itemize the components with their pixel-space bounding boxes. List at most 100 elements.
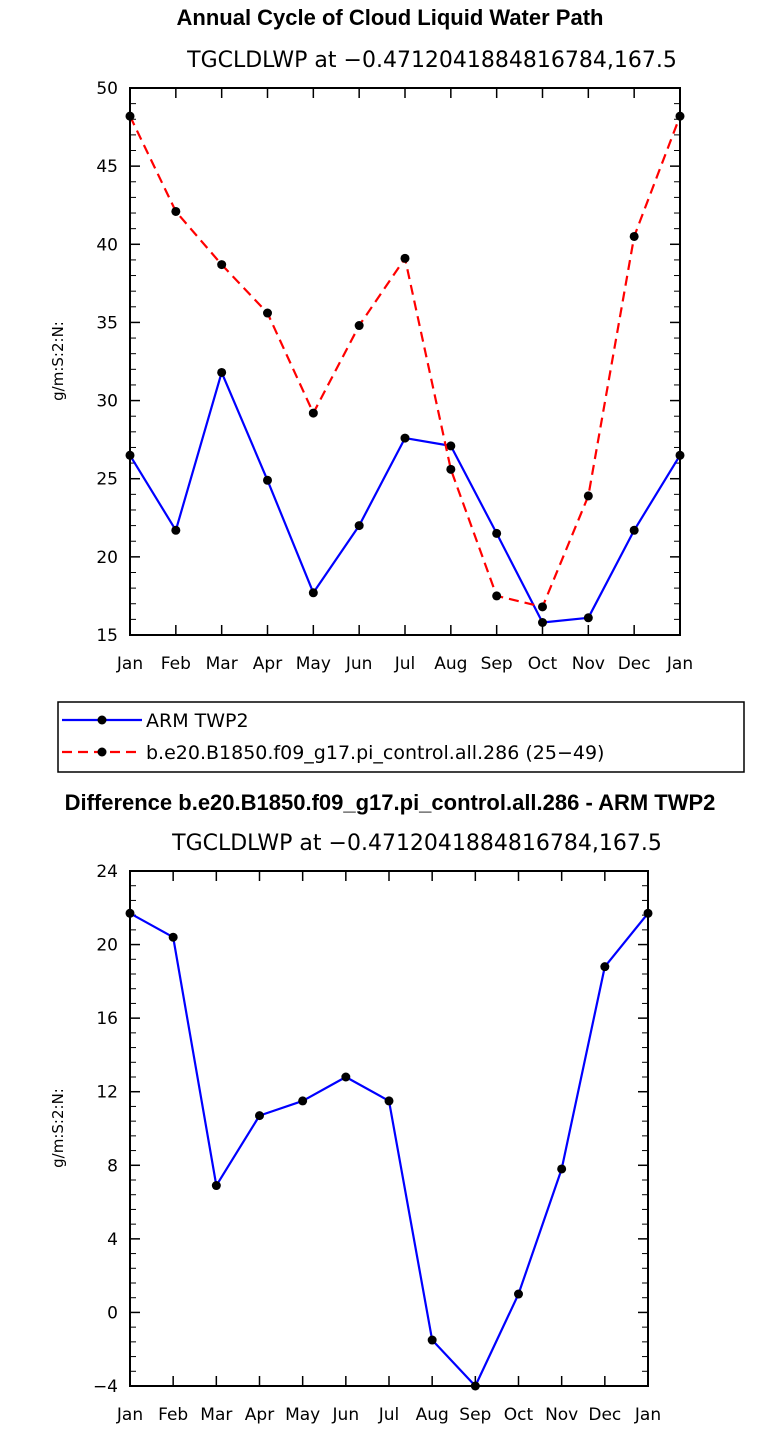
chart2-ytick-label: 24 <box>96 862 118 882</box>
chart2-series-0-point <box>211 1181 221 1191</box>
chart2-xtick-label: Apr <box>245 1405 274 1425</box>
chart1-series-0-point <box>308 588 318 598</box>
chart2-xtick-label: Feb <box>158 1405 188 1425</box>
chart2-series-line-0 <box>129 912 649 1388</box>
chart1-legend: ARM TWP2 b.e20.B1850.f09_g17.pi_control.… <box>57 701 745 773</box>
chart2-subtitle: TGCLDLWP at −0.4712041884816784,167.5 <box>171 831 662 856</box>
chart1-ytick-label: 20 <box>96 548 118 568</box>
chart2-title: Difference b.e20.B1850.f09_g17.pi_contro… <box>65 790 716 815</box>
legend-box <box>57 701 745 773</box>
chart2-xtick-label: Sep <box>459 1405 491 1425</box>
chart1-xtick-label: Jan <box>116 654 143 674</box>
chart1-subtitle: TGCLDLWP at −0.4712041884816784,167.5 <box>186 48 677 73</box>
chart1-series-line-0 <box>129 371 681 624</box>
chart1-ticks: Jan Feb Mar Apr May Jun Jul Aug Sep Oct Nov Dec Jan 1… <box>96 79 693 674</box>
chart1-series-1-point <box>354 321 364 331</box>
chart1-series-0-point <box>538 617 547 627</box>
chart2-series-0-point <box>125 908 135 918</box>
legend-marker-arm <box>97 715 107 725</box>
chart1-xtick-label: Nov <box>572 654 605 674</box>
chart2-series-0-point <box>557 1164 567 1174</box>
legend-entry-model: b.e20.B1850.f09_g17.pi_control.all.286 (… <box>62 742 604 764</box>
chart2-ticks: Jan Feb Mar Apr May Jun Jul Aug Sep Oct Nov Dec Jan −… <box>93 862 661 1425</box>
legend-label-model: b.e20.B1850.f09_g17.pi_control.all.286 (… <box>146 742 604 764</box>
chart2-series-0-point <box>427 1335 437 1345</box>
chart1-series <box>125 111 685 627</box>
chart1-series-1-point <box>171 206 181 216</box>
chart2-series-0-point <box>298 1096 308 1106</box>
chart1-xtick-label: Mar <box>206 654 238 674</box>
chart1-ytick-label: 30 <box>96 392 118 412</box>
chart1-ytick-label: 35 <box>96 313 118 333</box>
chart2-xtick-label: Jan <box>116 1405 143 1425</box>
chart2-series-0-point <box>168 932 178 942</box>
chart1-ytick-label: 40 <box>96 235 118 255</box>
chart2-series-0-point <box>600 962 610 972</box>
chart1-ytick-label: 45 <box>96 157 118 177</box>
chart2-xtick-label: Jun <box>332 1405 360 1425</box>
chart1-series-0-point <box>446 441 456 451</box>
chart1-series-1-point <box>308 408 318 418</box>
chart2-series <box>125 908 653 1391</box>
chart2-ytick-label: 16 <box>96 1009 118 1029</box>
chart2-ylabel: g/m:S:2:N: <box>49 1088 67 1168</box>
chart1-series-1-point <box>492 591 502 601</box>
chart2-xtick-label: Jul <box>378 1405 400 1425</box>
chart2-ytick-label: 0 <box>107 1303 118 1323</box>
chart1-series-1-point <box>583 491 593 501</box>
chart1-xtick-label: Apr <box>253 654 282 674</box>
chart1-ytick-label: 50 <box>96 79 118 99</box>
chart2-series-0-point <box>470 1381 480 1391</box>
chart2-xtick-label: Aug <box>416 1405 449 1425</box>
chart1-series-1-point <box>217 260 227 270</box>
chart1-xtick-label: Jul <box>394 654 416 674</box>
chart1-series-0-point <box>263 475 272 485</box>
chart1-title: Annual Cycle of Cloud Liquid Water Path <box>177 5 604 30</box>
chart1-xtick-label: Oct <box>528 654 558 674</box>
chart2-xtick-label: May <box>285 1405 320 1425</box>
chart1-xtick-label: Dec <box>618 654 651 674</box>
chart2-ytick-label: −4 <box>93 1377 118 1397</box>
chart1-xtick-label: Jun <box>345 654 373 674</box>
chart2-xtick-label: Dec <box>588 1405 621 1425</box>
chart1-ytick-label: 25 <box>96 470 118 490</box>
chart2-ytick-label: 12 <box>96 1083 118 1103</box>
chart-annual-cycle: Annual Cycle of Cloud Liquid Water Path … <box>49 5 745 773</box>
chart1-series-line-1 <box>129 115 682 608</box>
chart2-xtick-label: Oct <box>504 1405 534 1425</box>
chart1-series-0-point <box>492 528 502 538</box>
chart2-xtick-label: Mar <box>200 1405 232 1425</box>
chart1-series-0-point <box>629 525 639 535</box>
chart1-xtick-label: May <box>296 654 331 674</box>
chart1-series-1-point <box>629 231 639 241</box>
chart1-xtick-label: Jan <box>666 654 693 674</box>
chart1-series-1-point <box>400 253 410 263</box>
chart1-series-0-point <box>125 450 135 460</box>
chart2-ytick-label: 20 <box>96 936 118 956</box>
chart1-plot-frame <box>129 87 681 636</box>
chart1-series-0-point <box>354 521 364 531</box>
chart1-ytick-label: 15 <box>96 626 118 646</box>
chart2-xtick-label: Nov <box>545 1405 578 1425</box>
chart1-xtick-label: Feb <box>161 654 191 674</box>
chart1-ylabel: g/m:S:2:N: <box>49 321 67 401</box>
legend-entry-arm: ARM TWP2 <box>62 710 249 732</box>
chart2-series-0-point <box>384 1096 394 1106</box>
chart1-series-0-point <box>217 367 227 377</box>
chart1-xtick-label: Aug <box>434 654 467 674</box>
chart1-series-1-point <box>446 464 456 474</box>
chart2-series-0-point <box>514 1289 523 1299</box>
chart1-series-0-point <box>400 433 410 443</box>
chart1-series-0-point <box>171 525 181 535</box>
chart2-series-0-point <box>643 908 653 918</box>
chart2-series-0-point <box>341 1072 351 1082</box>
chart-difference: Difference b.e20.B1850.f09_g17.pi_contro… <box>49 790 715 1425</box>
chart1-series-1-point <box>675 111 685 121</box>
chart1-series-0-point <box>583 613 593 623</box>
chart2-ytick-label: 8 <box>107 1156 118 1176</box>
legend-marker-model <box>97 747 107 757</box>
chart2-ytick-label: 4 <box>107 1230 118 1250</box>
legend-label-arm: ARM TWP2 <box>146 710 249 732</box>
chart1-xtick-label: Sep <box>481 654 513 674</box>
